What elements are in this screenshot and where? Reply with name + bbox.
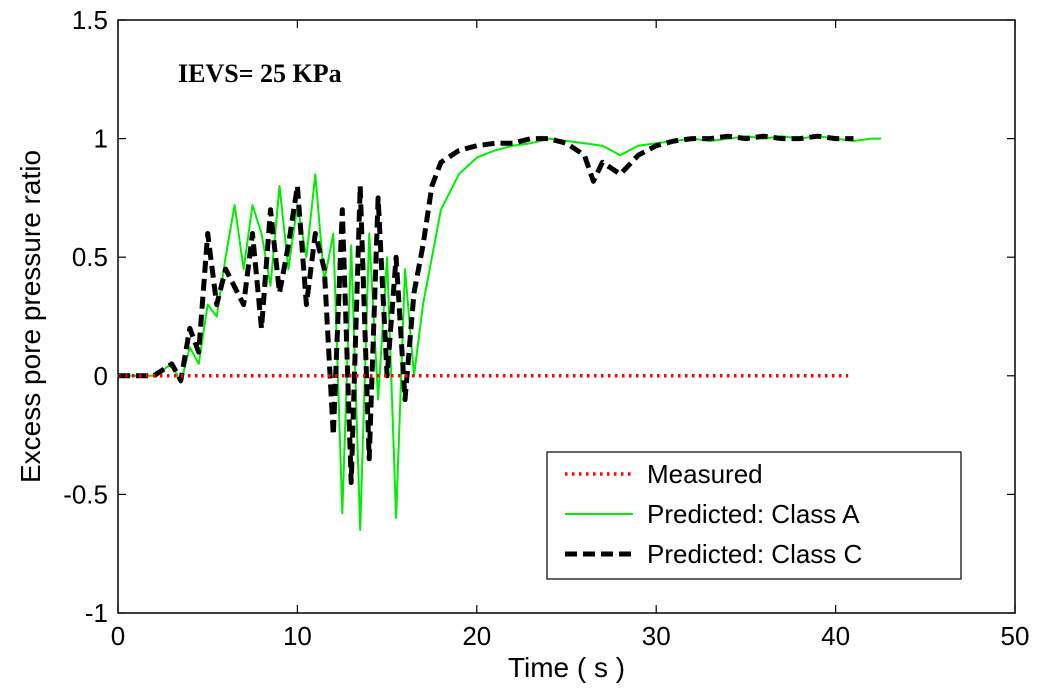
legend-label: Predicted: Class A <box>647 499 860 529</box>
y-tick-label: -0.5 <box>63 479 108 509</box>
x-tick-label: 40 <box>821 621 850 651</box>
x-tick-label: 30 <box>642 621 671 651</box>
y-tick-label: 1 <box>94 124 108 154</box>
x-tick-label: 10 <box>283 621 312 651</box>
x-tick-label: 20 <box>462 621 491 651</box>
x-tick-label: 50 <box>1001 621 1030 651</box>
y-tick-label: 0 <box>94 361 108 391</box>
y-tick-label: 1.5 <box>72 5 108 35</box>
y-tick-label: -1 <box>85 598 108 628</box>
y-axis-title: Excess pore pressure ratio <box>15 150 46 483</box>
chart-annotation: IEVS= 25 KPa <box>178 59 342 88</box>
series-line-2 <box>118 133 854 485</box>
axis-layer: 0 10 20 30 40 50 -1 -0.5 0 0.5 1 1.5 <box>63 5 1029 651</box>
x-axis-title: Time ( s ) <box>508 652 625 683</box>
legend-label: Measured <box>647 459 763 489</box>
series-layer <box>117 133 882 531</box>
y-tick-label: 0.5 <box>72 242 108 272</box>
legend: Measured Predicted: Class A Predicted: Cla… <box>546 451 962 580</box>
legend-label: Predicted: Class C <box>647 539 862 569</box>
x-tick-label: 0 <box>111 621 125 651</box>
